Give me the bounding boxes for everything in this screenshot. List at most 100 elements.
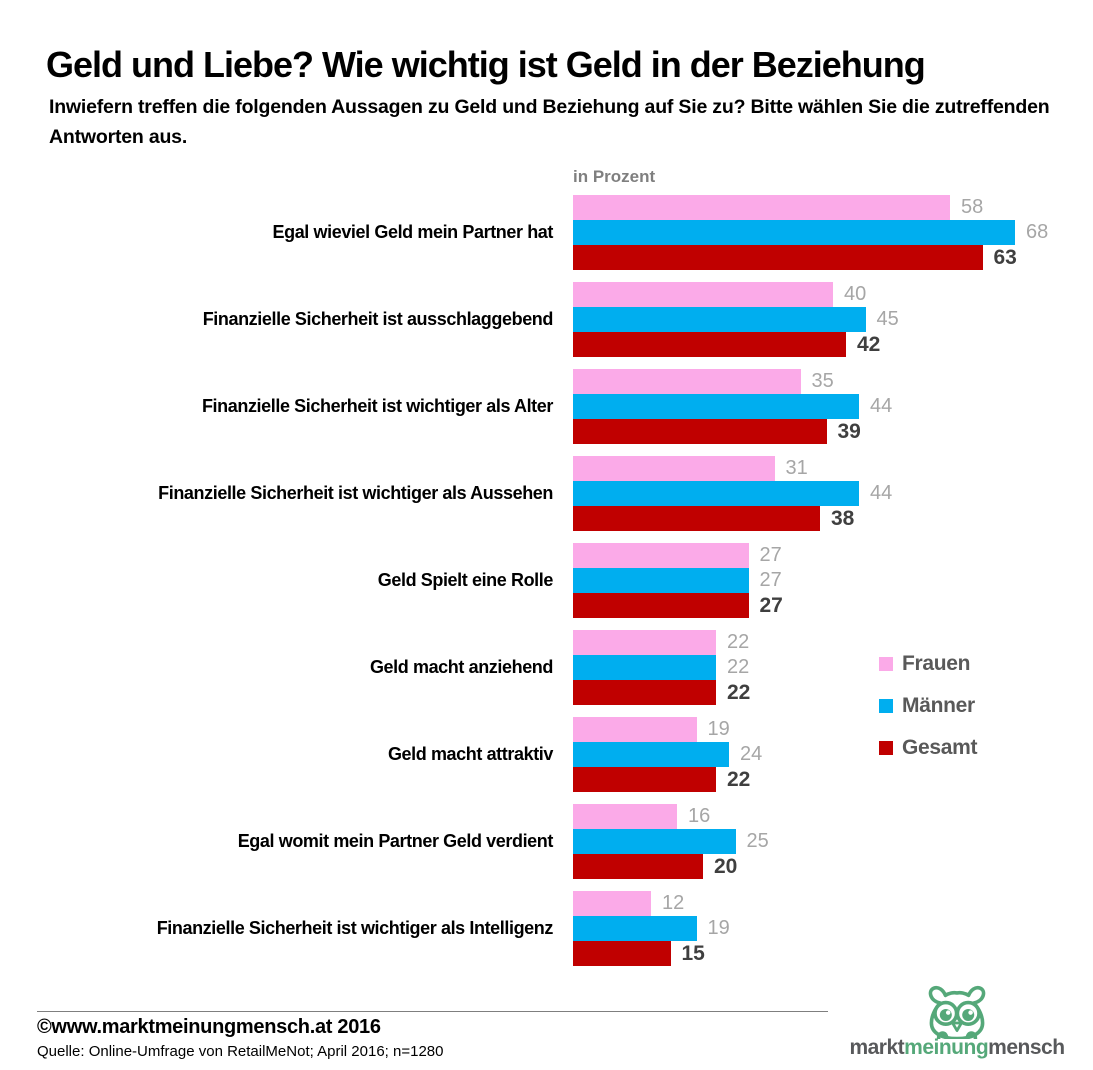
value-label: 22 bbox=[727, 656, 750, 678]
brand-wordmark: marktmeinungmensch bbox=[848, 1037, 1066, 1058]
bar-frauen bbox=[573, 282, 833, 307]
category-label: Finanzielle Sicherheit ist wichtiger als… bbox=[156, 918, 554, 938]
bar-line: 39 bbox=[573, 419, 892, 444]
bar-line: 42 bbox=[573, 332, 899, 357]
bar-line: 25 bbox=[573, 829, 769, 854]
value-label: 44 bbox=[870, 482, 893, 504]
bar-line: 35 bbox=[573, 369, 892, 394]
value-label: 22 bbox=[727, 767, 751, 791]
value-label: 39 bbox=[837, 419, 861, 443]
category-label: Finanzielle Sicherheit ist wichtiger als… bbox=[158, 483, 553, 503]
value-label: 22 bbox=[727, 631, 750, 653]
bar-line: 27 bbox=[573, 593, 783, 618]
bar-line: 22 bbox=[573, 680, 750, 705]
copyright-text: ©www.marktmeinungmensch.at 2016 bbox=[37, 1016, 381, 1038]
bar-manner bbox=[573, 742, 729, 767]
value-label: 12 bbox=[662, 892, 685, 914]
page-subtitle: Inwiefern treffen die folgenden Aussagen… bbox=[49, 95, 1050, 148]
value-label: 35 bbox=[811, 370, 834, 392]
legend-item: Frauen bbox=[879, 651, 977, 675]
bar-line: 44 bbox=[573, 394, 892, 419]
bar-group: 22 22 22 bbox=[573, 630, 750, 705]
value-label: 58 bbox=[961, 196, 984, 218]
bar-line: 31 bbox=[573, 456, 892, 481]
value-label: 20 bbox=[714, 854, 738, 878]
category-row: Finanzielle Sicherheit ist ausschlaggebe… bbox=[0, 282, 1048, 357]
bar-line: 15 bbox=[573, 941, 730, 966]
value-label: 25 bbox=[746, 830, 769, 852]
category-label: Egal wieviel Geld mein Partner hat bbox=[272, 222, 554, 242]
source-text: Quelle: Online-Umfrage von RetailMeNot; … bbox=[37, 1043, 444, 1060]
bar-gesamt bbox=[573, 593, 749, 618]
bar-line: 27 bbox=[573, 543, 783, 568]
bar-line: 19 bbox=[573, 717, 762, 742]
category-row: Geld Spielt eine Rolle 27 27 27 bbox=[0, 543, 1048, 618]
bar-manner bbox=[573, 481, 859, 506]
value-label: 27 bbox=[759, 569, 782, 591]
bar-line: 27 bbox=[573, 568, 783, 593]
value-label: 45 bbox=[876, 308, 899, 330]
value-label: 19 bbox=[707, 718, 730, 740]
bar-manner bbox=[573, 916, 697, 941]
bar-gesamt bbox=[573, 332, 846, 357]
bar-frauen bbox=[573, 630, 716, 655]
category-row: Egal wieviel Geld mein Partner hat 58 68 63 bbox=[0, 195, 1048, 270]
bar-group: 27 27 27 bbox=[573, 543, 783, 618]
category-row: Finanzielle Sicherheit ist wichtiger als… bbox=[0, 456, 1048, 531]
bar-line: 24 bbox=[573, 742, 762, 767]
value-label: 68 bbox=[1026, 221, 1049, 243]
bar-manner bbox=[573, 829, 736, 854]
value-label: 22 bbox=[727, 680, 751, 704]
value-label: 16 bbox=[688, 805, 711, 827]
bar-manner bbox=[573, 568, 749, 593]
legend-swatch-icon bbox=[879, 698, 893, 713]
bar-group: 16 25 20 bbox=[573, 804, 769, 879]
bar-frauen bbox=[573, 891, 651, 916]
category-row: Geld macht anziehend 22 22 22 bbox=[0, 630, 1048, 705]
bar-group: 58 68 63 bbox=[573, 195, 1048, 270]
bar-frauen bbox=[573, 369, 801, 394]
category-row: Egal womit mein Partner Geld verdient 16 2… bbox=[0, 804, 1048, 879]
bar-manner bbox=[573, 655, 716, 680]
bar-line: 22 bbox=[573, 767, 762, 792]
chart-legend: Frauen Männer Gesamt bbox=[879, 651, 978, 779]
bar-line: 38 bbox=[573, 506, 892, 531]
category-label: Geld macht attraktiv bbox=[387, 744, 553, 764]
bar-group: 40 45 42 bbox=[573, 282, 899, 357]
category-label: Geld macht anziehend bbox=[369, 657, 553, 677]
owl-icon bbox=[928, 985, 986, 1039]
value-label: 27 bbox=[759, 544, 782, 566]
bar-gesamt bbox=[573, 854, 703, 879]
category-row: Geld macht attraktiv 19 24 22 bbox=[0, 717, 1048, 792]
bar-chart: Egal wieviel Geld mein Partner hat 58 68 63… bbox=[0, 195, 1048, 978]
legend-label: Gesamt bbox=[902, 735, 978, 759]
bar-gesamt bbox=[573, 245, 983, 270]
bar-line: 63 bbox=[573, 245, 1048, 270]
value-label: 42 bbox=[857, 332, 881, 356]
bar-line: 58 bbox=[573, 195, 1048, 220]
bar-frauen bbox=[573, 456, 775, 481]
value-label: 24 bbox=[740, 743, 763, 765]
bar-line: 20 bbox=[573, 854, 769, 879]
footer-divider bbox=[37, 1011, 828, 1012]
value-label: 63 bbox=[993, 245, 1017, 269]
value-label: 31 bbox=[785, 457, 808, 479]
value-label: 27 bbox=[759, 593, 783, 617]
bar-group: 19 24 22 bbox=[573, 717, 762, 792]
legend-label: Frauen bbox=[902, 651, 971, 675]
bar-frauen bbox=[573, 717, 697, 742]
legend-swatch-icon bbox=[879, 740, 893, 755]
value-label: 40 bbox=[844, 283, 867, 305]
bar-gesamt bbox=[573, 680, 716, 705]
bar-manner bbox=[573, 220, 1015, 245]
legend-item: Gesamt bbox=[879, 735, 978, 759]
legend-label: Männer bbox=[902, 693, 975, 717]
bar-gesamt bbox=[573, 419, 827, 444]
category-label: Geld Spielt eine Rolle bbox=[377, 570, 554, 590]
value-label: 38 bbox=[831, 506, 855, 530]
bar-line: 12 bbox=[573, 891, 730, 916]
legend-swatch-icon bbox=[879, 656, 893, 671]
bar-group: 12 19 15 bbox=[573, 891, 730, 966]
brand-logo: marktmeinungmensch bbox=[848, 983, 1066, 1058]
bar-group: 31 44 38 bbox=[573, 456, 892, 531]
